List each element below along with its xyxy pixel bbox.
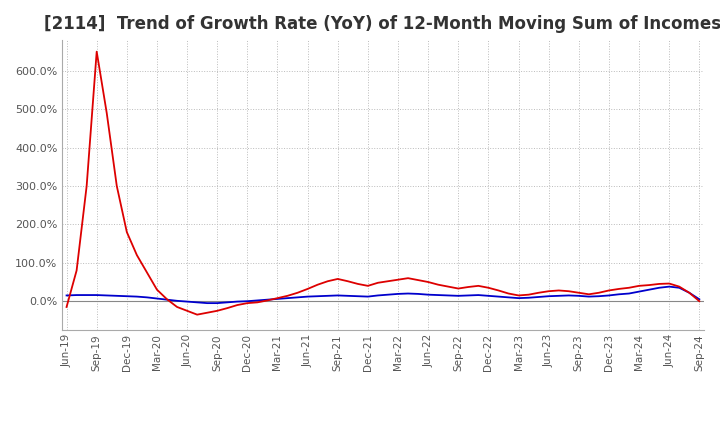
Ordinary Income Growth Rate [203, 301, 212, 306]
Ordinary Income Growth Rate [143, 295, 151, 300]
Ordinary Income Growth Rate [665, 284, 673, 289]
Ordinary Income Growth Rate [62, 293, 71, 298]
Title: [2114]  Trend of Growth Rate (YoY) of 12-Month Moving Sum of Incomes: [2114] Trend of Growth Rate (YoY) of 12-… [45, 15, 720, 33]
Net Income Growth Rate [343, 279, 352, 284]
Net Income Growth Rate [193, 312, 202, 317]
Ordinary Income Growth Rate [484, 293, 492, 298]
Ordinary Income Growth Rate [474, 293, 482, 298]
Ordinary Income Growth Rate [424, 292, 433, 297]
Net Income Growth Rate [92, 49, 101, 54]
Net Income Growth Rate [153, 287, 161, 292]
Net Income Growth Rate [494, 288, 503, 293]
Ordinary Income Growth Rate [333, 293, 342, 298]
Net Income Growth Rate [394, 277, 402, 282]
Net Income Growth Rate [434, 282, 443, 287]
Net Income Growth Rate [484, 285, 492, 290]
Line: Net Income Growth Rate: Net Income Growth Rate [66, 51, 699, 315]
Ordinary Income Growth Rate [384, 292, 392, 297]
Ordinary Income Growth Rate [695, 297, 703, 302]
Net Income Growth Rate [62, 304, 71, 310]
Net Income Growth Rate [695, 299, 703, 304]
Line: Ordinary Income Growth Rate: Ordinary Income Growth Rate [66, 286, 699, 303]
